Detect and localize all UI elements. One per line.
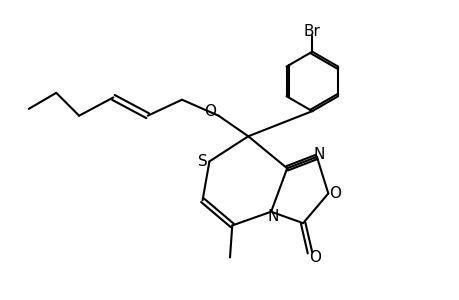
Text: O: O (329, 186, 341, 201)
Text: Br: Br (303, 24, 320, 39)
Text: O: O (204, 103, 216, 118)
Text: O: O (309, 250, 321, 265)
Text: S: S (197, 154, 207, 169)
Text: N: N (267, 209, 279, 224)
Text: N: N (313, 147, 324, 162)
